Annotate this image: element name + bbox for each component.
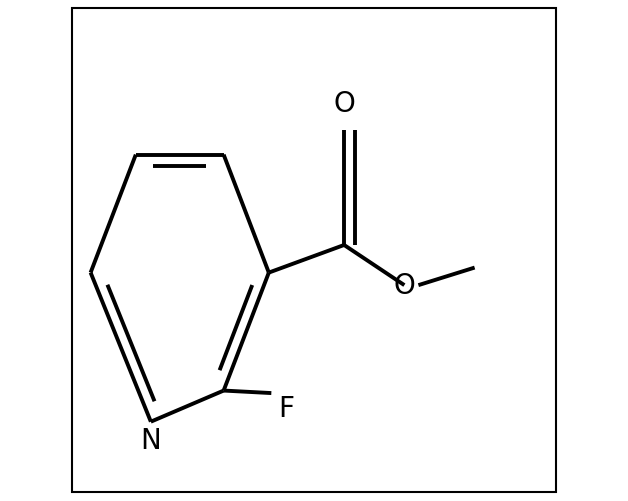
Text: O: O	[333, 90, 355, 118]
Text: N: N	[141, 426, 161, 454]
Text: O: O	[394, 272, 415, 300]
Text: F: F	[278, 394, 295, 422]
